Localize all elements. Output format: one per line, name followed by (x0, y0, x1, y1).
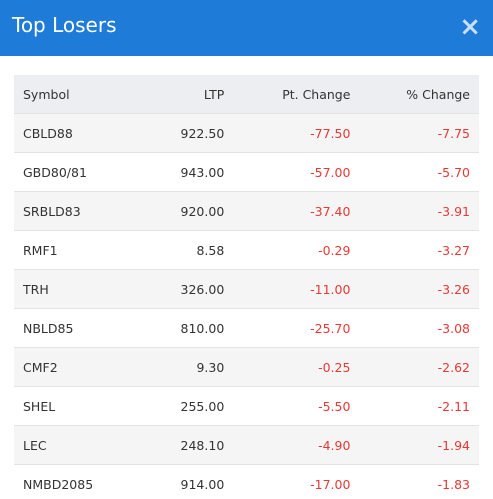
table-cell: GBD80/81 (14, 152, 143, 192)
table-cell: CBLD88 (14, 113, 143, 153)
table-cell: -0.25 (233, 347, 360, 387)
header-row: Symbol LTP Pt. Change% Change (14, 75, 479, 114)
table-cell: 9.30 (142, 347, 234, 387)
table-cell: -37.40 (233, 191, 360, 231)
table-cell: -2.62 (359, 347, 479, 387)
table-cell: LEC (14, 425, 143, 465)
table-cell: -4.90 (233, 425, 360, 465)
table-cell: 326.00 (142, 269, 234, 309)
table-cell: 922.50 (142, 113, 234, 153)
table-cell: NBLD85 (14, 308, 143, 348)
table-row[interactable]: RMF1 8.58 -0.29 -3.27 (14, 230, 479, 270)
table-row[interactable]: SRBLD83 920.00 -37.40 -3.91 (14, 191, 479, 231)
table-row[interactable]: LEC 248.10 -4.90 -1.94 (14, 425, 479, 465)
table-cell: -2.11 (359, 386, 479, 426)
table-cell: -3.08 (359, 308, 479, 348)
table-cell: 810.00 (142, 308, 234, 348)
table-cell: -11.00 (233, 269, 360, 309)
column-header[interactable]: Pt. Change (233, 75, 360, 114)
table-cell: SHEL (14, 386, 143, 426)
table-cell: CMF2 (14, 347, 143, 387)
modal-header: Top Losers × (0, 0, 493, 56)
table-cell: -3.27 (359, 230, 479, 270)
table-row[interactable]: GBD80/81 943.00 -57.00 -5.70 (14, 152, 479, 192)
column-header[interactable]: Symbol (14, 75, 143, 114)
table-cell: -25.70 (233, 308, 360, 348)
column-header[interactable]: LTP (142, 75, 234, 114)
table-row[interactable]: TRH 326.00 -11.00 -3.26 (14, 269, 479, 309)
table-cell: 920.00 (142, 191, 234, 231)
table-row[interactable]: CBLD88 922.50 -77.50 -7.75 (14, 113, 479, 153)
table-cell: -77.50 (233, 113, 360, 153)
table-cell: 943.00 (142, 152, 234, 192)
table-cell: TRH (14, 269, 143, 309)
table-cell: NMBD2085 (14, 464, 143, 499)
losers-table: Symbol LTP Pt. Change% Change CBLD88 922.50… (14, 75, 479, 499)
table-cell: 255.00 (142, 386, 234, 426)
table-cell: -7.75 (359, 113, 479, 153)
table-row[interactable]: SHEL 255.00 -5.50 -2.11 (14, 386, 479, 426)
table-cell: -17.00 (233, 464, 360, 499)
table-cell: 248.10 (142, 425, 234, 465)
close-button[interactable]: × (459, 12, 481, 42)
table-cell: -1.83 (359, 464, 479, 499)
table-cell: -57.00 (233, 152, 360, 192)
table-cell: -5.50 (233, 386, 360, 426)
table-cell: -1.94 (359, 425, 479, 465)
column-header[interactable]: % Change (359, 75, 479, 114)
table-row[interactable]: CMF2 9.30 -0.25 -2.62 (14, 347, 479, 387)
table-cell: -0.29 (233, 230, 360, 270)
table-cell: 8.58 (142, 230, 234, 270)
table-cell: RMF1 (14, 230, 143, 270)
table-row[interactable]: NMBD2085 914.00 -17.00 -1.83 (14, 464, 479, 499)
table-cell: SRBLD83 (14, 191, 143, 231)
table-row[interactable]: NBLD85 810.00 -25.70 -3.08 (14, 308, 479, 348)
table-cell: -3.26 (359, 269, 479, 309)
table-cell: -5.70 (359, 152, 479, 192)
table-body: CBLD88 922.50 -77.50 -7.75 GBD80/81 943.00 -57… (14, 113, 479, 499)
modal-title: Top Losers (12, 13, 117, 37)
table-cell: 914.00 (142, 464, 234, 499)
table-cell: -3.91 (359, 191, 479, 231)
